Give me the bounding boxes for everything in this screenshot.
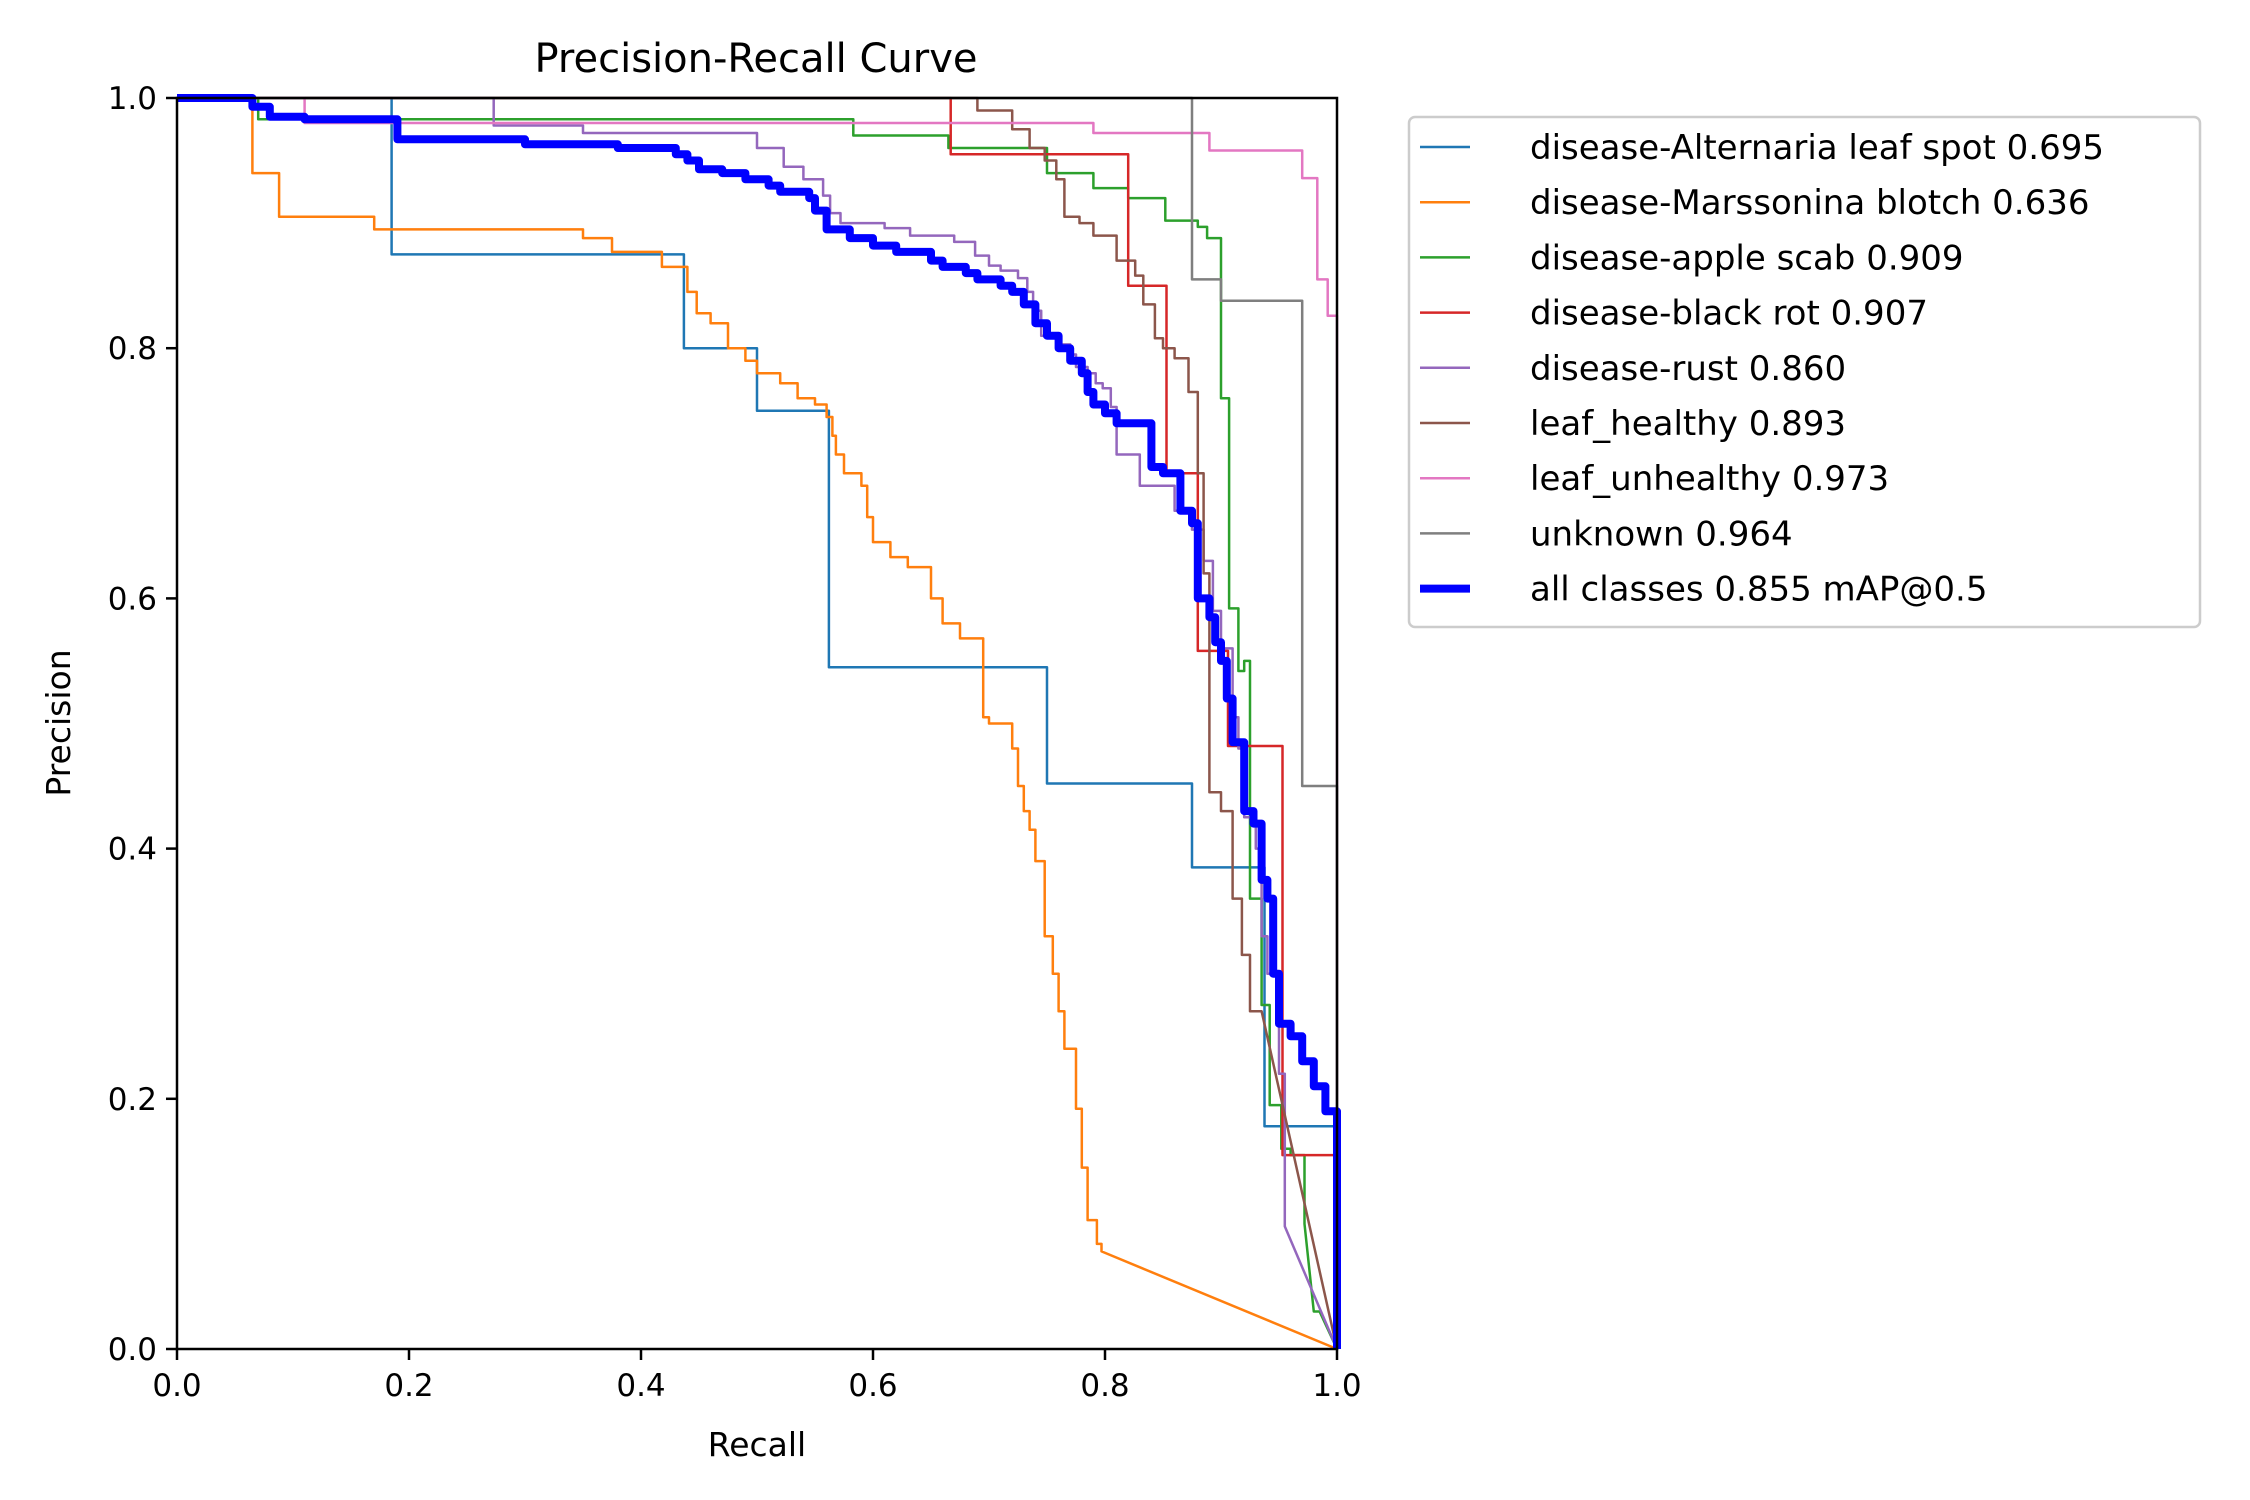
chart-title: Precision-Recall Curve: [535, 36, 978, 82]
y-tick-label: 1.0: [108, 81, 157, 117]
x-tick-label: 0.6: [848, 1368, 897, 1404]
series-line-leaf-unhealthy: [177, 96, 1339, 1349]
series-line-leaf-healthy: [177, 96, 1339, 1350]
x-axis-label: Recall: [708, 1425, 806, 1464]
legend-label: leaf_unhealthy 0.973: [1530, 459, 1889, 499]
legend-item: all classes 0.855 mAP@0.5: [1420, 570, 1987, 610]
legend-item: disease-rust 0.860: [1420, 349, 1846, 389]
y-tick-label: 0.4: [108, 832, 157, 868]
legend-label: unknown 0.964: [1530, 514, 1793, 554]
x-tick-label: 1.0: [1312, 1368, 1361, 1404]
y-tick-label: 0.8: [108, 331, 157, 367]
series-line-unknown: [177, 96, 1339, 1349]
y-tick-label: 0.6: [108, 581, 157, 617]
axes-frame: [175, 96, 1339, 1351]
legend-box: [1407, 115, 2202, 629]
legend: disease-Alternaria leaf spot 0.695 diseas…: [1407, 115, 2202, 629]
legend-label: all classes 0.855 mAP@0.5: [1530, 570, 1987, 610]
x-tick-label: 0.4: [616, 1368, 665, 1404]
y-axis-label: Precision: [39, 649, 78, 796]
y-axis-ticks: 0.0 0.2 0.4 0.6 0.8 1.0: [108, 81, 177, 1368]
series-line-disease-marssonina-blotch: [177, 96, 1338, 1351]
x-tick-label: 0.8: [1080, 1368, 1129, 1404]
series-line-disease-alternaria-leaf-spot: [177, 96, 1339, 1349]
legend-item: leaf_unhealthy 0.973: [1420, 459, 1889, 499]
y-tick-label: 0.2: [108, 1082, 157, 1118]
legend-item: leaf_healthy 0.893: [1420, 404, 1846, 444]
x-tick-label: 0.2: [384, 1368, 433, 1404]
y-tick-label: 0.0: [108, 1332, 157, 1368]
legend-item: disease-black rot 0.907: [1420, 294, 1928, 334]
legend-item: disease-Marssonina blotch 0.636: [1420, 183, 2090, 223]
plot-lines: [177, 94, 1341, 1351]
series-line-disease-black-rot: [177, 96, 1339, 1349]
legend-label: leaf_healthy 0.893: [1530, 404, 1846, 444]
x-axis-ticks: 0.0 0.2 0.4 0.6 0.8 1.0: [152, 1349, 1362, 1404]
series-line-all-classes: [177, 94, 1341, 1349]
legend-item: unknown 0.964: [1420, 514, 1793, 554]
legend-item: disease-Alternaria leaf spot 0.695: [1420, 128, 2104, 168]
legend-item: disease-apple scab 0.909: [1420, 238, 1964, 278]
x-tick-label: 0.0: [152, 1368, 201, 1404]
legend-label: disease-Marssonina blotch 0.636: [1530, 183, 2090, 223]
legend-label: disease-Alternaria leaf spot 0.695: [1530, 128, 2104, 168]
legend-label: disease-apple scab 0.909: [1530, 238, 1964, 278]
legend-label: disease-black rot 0.907: [1530, 294, 1928, 334]
legend-label: disease-rust 0.860: [1530, 349, 1846, 389]
